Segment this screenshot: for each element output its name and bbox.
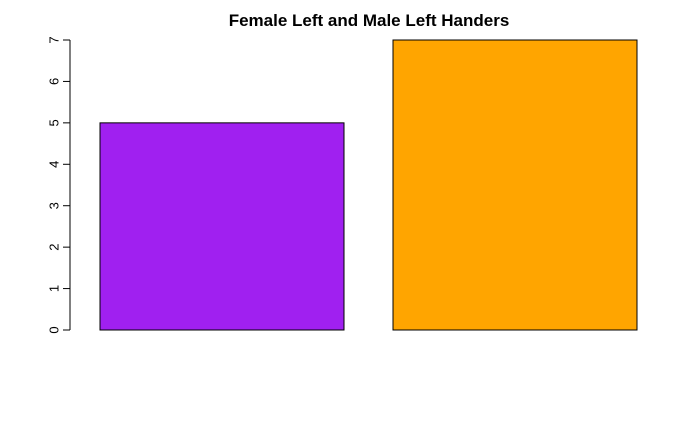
y-tick-label: 3 bbox=[47, 202, 62, 209]
bar-1 bbox=[99, 122, 345, 331]
y-tick-label: 5 bbox=[47, 119, 62, 126]
y-tick-label: 0 bbox=[47, 326, 62, 333]
bar-2 bbox=[392, 39, 638, 331]
y-tick-label: 4 bbox=[47, 161, 62, 168]
y-tick-label: 7 bbox=[47, 36, 62, 43]
y-axis: 0 1 2 3 4 5 6 7 bbox=[47, 36, 71, 334]
bars bbox=[99, 39, 638, 331]
chart-title: Female Left and Male Left Handers bbox=[229, 11, 510, 30]
y-tick-label: 2 bbox=[47, 244, 62, 251]
y-tick-label: 1 bbox=[47, 285, 62, 292]
y-tick-label: 6 bbox=[47, 78, 62, 85]
